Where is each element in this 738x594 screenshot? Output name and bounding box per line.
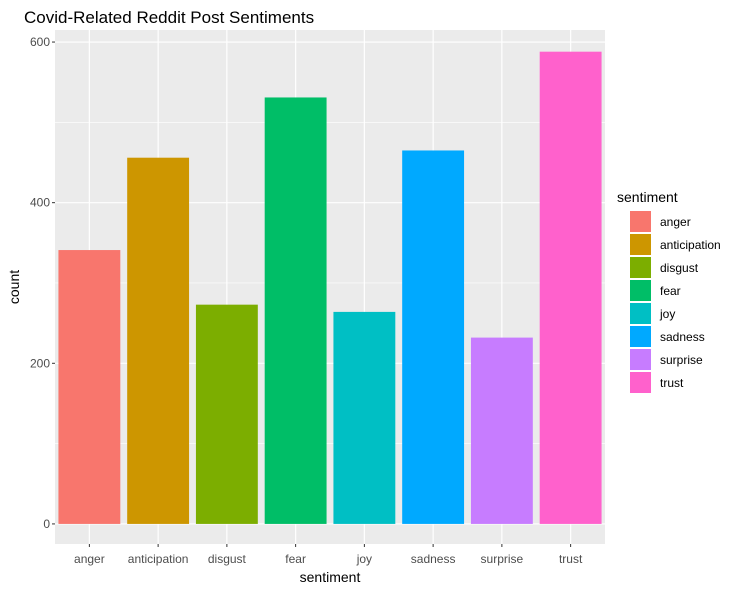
bar-joy <box>333 311 396 524</box>
x-tick-label: trust <box>559 552 583 566</box>
y-axis: 0 200 400 600 <box>30 35 55 531</box>
x-tick-label: disgust <box>208 552 247 566</box>
bar-fear <box>264 97 327 524</box>
y-tick-label: 200 <box>30 356 50 370</box>
legend-key-trust <box>630 372 651 393</box>
legend-key-anticipation <box>630 234 651 255</box>
y-axis-title: count <box>6 270 22 304</box>
legend-label: fear <box>660 284 681 298</box>
legend-key-joy <box>630 303 651 324</box>
bar-disgust <box>195 304 258 524</box>
legend-label: disgust <box>660 261 699 275</box>
legend-label: anticipation <box>660 238 721 252</box>
x-tick-label: anger <box>74 552 105 566</box>
legend-key-anger <box>630 211 651 232</box>
y-tick-label: 600 <box>30 35 50 49</box>
legend-key-disgust <box>630 257 651 278</box>
bar-surprise <box>470 337 533 524</box>
y-tick-label: 400 <box>30 196 50 210</box>
x-tick-label: fear <box>285 552 306 566</box>
bar-anger <box>58 250 121 524</box>
x-axis-title: sentiment <box>300 569 361 585</box>
chart-title: Covid-Related Reddit Post Sentiments <box>24 8 314 27</box>
legend-label: surprise <box>660 353 703 367</box>
legend-key-sadness <box>630 326 651 347</box>
legend-label: trust <box>660 376 684 390</box>
x-axis: anger anticipation disgust fear joy sadness su… <box>74 544 583 566</box>
legend-key-surprise <box>630 349 651 370</box>
bar-anticipation <box>127 157 190 524</box>
legend-key-fear <box>630 280 651 301</box>
x-tick-label: joy <box>356 552 372 566</box>
x-tick-label: sadness <box>411 552 456 566</box>
y-tick-label: 0 <box>43 517 50 531</box>
legend-label: anger <box>660 215 691 229</box>
x-tick-label: surprise <box>481 552 524 566</box>
bars <box>58 51 602 524</box>
bar-trust <box>539 51 602 524</box>
x-tick-label: anticipation <box>128 552 189 566</box>
legend: sentiment anger anticipation disgust fear jo… <box>617 189 721 393</box>
bar-sadness <box>402 150 465 524</box>
legend-label: sadness <box>660 330 705 344</box>
legend-label: joy <box>659 307 675 321</box>
legend-title: sentiment <box>617 189 678 205</box>
